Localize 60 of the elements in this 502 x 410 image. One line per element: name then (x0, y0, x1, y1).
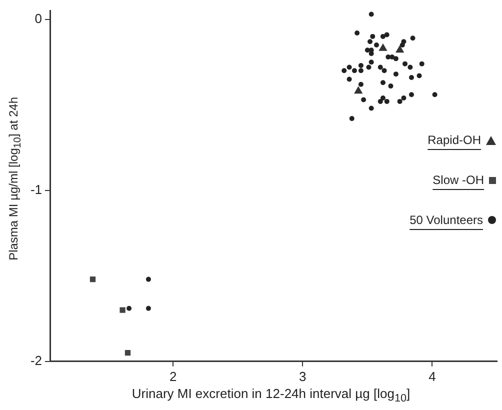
point (354, 30, 360, 36)
y-tick-label: 0 (34, 10, 42, 26)
point (342, 68, 347, 74)
point (402, 61, 408, 66)
point (124, 350, 131, 356)
x-tick-label: 3 (299, 368, 306, 384)
point (384, 32, 390, 38)
point (384, 98, 390, 104)
point (146, 306, 151, 311)
point (368, 60, 374, 65)
point (408, 64, 413, 70)
point (368, 39, 373, 44)
point (346, 64, 352, 70)
point (368, 106, 374, 111)
x-tick-label: 2 (169, 368, 177, 384)
y-tick-label: -1 (30, 182, 42, 197)
point (349, 116, 354, 122)
point (397, 98, 402, 104)
point (408, 75, 414, 80)
point (146, 276, 151, 282)
point (358, 68, 364, 74)
point (120, 307, 126, 313)
legend-label: Rapid-OH (428, 133, 481, 147)
legend-label: Slow -OH (432, 173, 484, 187)
point (419, 61, 424, 66)
point (361, 97, 366, 102)
point (368, 51, 374, 56)
point (378, 64, 383, 70)
legend-label: 50 Volunteers (410, 213, 483, 227)
point (352, 68, 357, 74)
point (393, 72, 398, 77)
point (370, 34, 376, 39)
point (390, 54, 395, 60)
point (416, 73, 422, 78)
point (378, 98, 383, 104)
point (410, 36, 416, 41)
point (346, 76, 352, 82)
point (395, 45, 404, 53)
y-tick-label: -2 (30, 352, 42, 368)
point (382, 68, 387, 74)
point (408, 92, 414, 98)
point (374, 42, 380, 48)
point (393, 56, 398, 62)
point (380, 96, 386, 101)
point (366, 64, 372, 70)
point (354, 86, 363, 94)
point (432, 92, 438, 98)
point (358, 82, 364, 87)
point (368, 12, 374, 17)
x-tick-label: 4 (428, 368, 436, 384)
point (358, 63, 364, 68)
point (401, 96, 406, 101)
point (388, 84, 394, 89)
x-axis-title: Urinary MI excretion in 12-24h interval µg [log$_{10}$] (130, 386, 412, 405)
point (90, 276, 96, 282)
point (126, 306, 132, 311)
point (380, 80, 386, 86)
point (378, 43, 388, 51)
point (380, 34, 386, 39)
point (400, 42, 405, 48)
